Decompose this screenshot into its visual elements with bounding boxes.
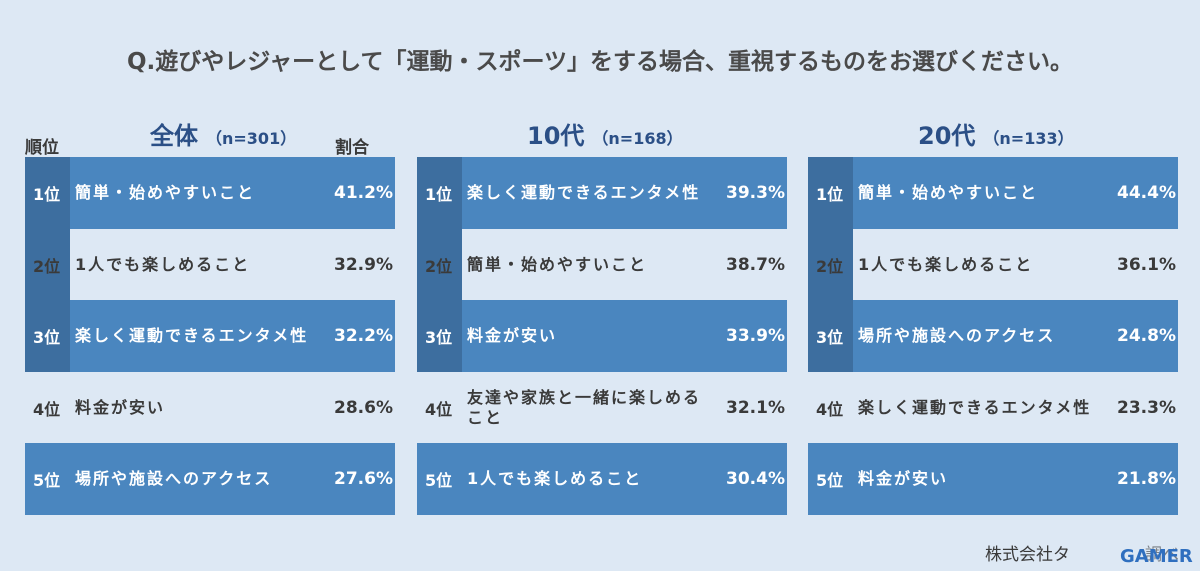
item-label: 料金が安い xyxy=(467,326,558,346)
rank-cell xyxy=(25,228,70,301)
item-label: 1人でも楽しめること xyxy=(467,469,643,489)
rank-row: 4位 友達や家族と一緒に楽しめること 32.1% xyxy=(417,372,787,444)
rank-row: 3位 楽しく運動できるエンタメ性 32.2% xyxy=(25,300,395,373)
item-value: 39.3% xyxy=(726,183,785,204)
rank-row: 5位 1人でも楽しめること 30.4% xyxy=(417,443,787,516)
item-label: 1人でも楽しめること xyxy=(75,254,251,274)
watermark: GAMER xyxy=(1120,546,1193,567)
rank: 2位 xyxy=(33,256,61,276)
rank: 4位 xyxy=(425,399,453,419)
rank: 1位 xyxy=(33,185,61,205)
item-label: 1人でも楽しめること xyxy=(858,254,1034,274)
item-value: 32.9% xyxy=(334,254,393,275)
rank-row: 2位 1人でも楽しめること 36.1% xyxy=(808,228,1178,301)
rank-row: 2位 1人でも楽しめること 32.9% xyxy=(25,228,395,301)
rank-row: 3位 料金が安い 33.9% xyxy=(417,300,787,373)
rank-cell xyxy=(417,228,462,301)
rank: 4位 xyxy=(33,399,61,419)
item-label: 料金が安い xyxy=(75,397,166,417)
item-value: 30.4% xyxy=(726,469,785,490)
item-label: 場所や施設へのアクセス xyxy=(858,326,1056,346)
rank: 1位 xyxy=(425,185,453,205)
item-value: 33.9% xyxy=(726,326,785,347)
rank-cell xyxy=(417,157,462,230)
panel-n: （n=133） xyxy=(983,129,1074,148)
title: Q.遊びやレジャーとして「運動・スポーツ」をする場合、重視するものをお選びくださ… xyxy=(127,49,1073,75)
panel-title: 10代 （n=168） xyxy=(527,122,683,150)
rank-row: 3位 場所や施設へのアクセス 24.8% xyxy=(808,300,1178,373)
rank-cell xyxy=(808,300,853,373)
rank-cell xyxy=(25,300,70,373)
item-value: 27.6% xyxy=(334,469,393,490)
rank-header: 順位 xyxy=(25,138,59,158)
panel-title: 全体 （n=301） xyxy=(150,122,297,150)
rank-row: 5位 場所や施設へのアクセス 27.6% xyxy=(25,443,395,516)
item-label: 簡単・始めやすいこと xyxy=(467,254,648,274)
item-label: 簡単・始めやすいこと xyxy=(858,183,1039,203)
panel-n: （n=168） xyxy=(592,129,683,148)
source-suffix: 調べ xyxy=(1145,545,1179,565)
item-value: 44.4% xyxy=(1117,183,1176,204)
rank-row: 4位 楽しく運動できるエンタメ性 23.3% xyxy=(808,372,1178,444)
item-value: 28.6% xyxy=(334,397,393,418)
rank: 2位 xyxy=(425,256,453,276)
item-value: 21.8% xyxy=(1117,469,1176,490)
ratio-header: 割合 xyxy=(335,138,369,158)
rank: 5位 xyxy=(425,471,453,491)
rank-cell xyxy=(25,157,70,230)
rank: 3位 xyxy=(816,328,844,348)
rank: 4位 xyxy=(816,399,844,419)
rank-row: 1位 簡単・始めやすいこと 41.2% xyxy=(25,157,395,230)
item-value: 36.1% xyxy=(1117,254,1176,275)
panel-n: （n=301） xyxy=(206,129,297,148)
item-value: 23.3% xyxy=(1117,397,1176,418)
item-label: 簡単・始めやすいこと xyxy=(75,183,256,203)
rank: 1位 xyxy=(816,185,844,205)
rank-cell xyxy=(417,300,462,373)
item-label: 友達や家族と一緒に楽しめること xyxy=(467,387,702,427)
rank: 5位 xyxy=(33,471,61,491)
rank-row: 1位 楽しく運動できるエンタメ性 39.3% xyxy=(417,157,787,230)
source: 株式会社タ xyxy=(985,545,1070,565)
rank-row: 2位 簡単・始めやすいこと 38.7% xyxy=(417,228,787,301)
item-label: 料金が安い xyxy=(858,469,949,489)
rank-row: 4位 料金が安い 28.6% xyxy=(25,372,395,444)
rank: 3位 xyxy=(425,328,453,348)
item-value: 32.2% xyxy=(334,326,393,347)
item-value: 32.1% xyxy=(726,397,785,418)
rank: 3位 xyxy=(33,328,61,348)
item-label: 楽しく運動できるエンタメ性 xyxy=(858,397,1092,417)
item-label: 場所や施設へのアクセス xyxy=(75,469,273,489)
item-label: 楽しく運動できるエンタメ性 xyxy=(75,326,309,346)
rank-row: 1位 簡単・始めやすいこと 44.4% xyxy=(808,157,1178,230)
panel-title: 20代 （n=133） xyxy=(918,122,1074,150)
rank-row: 5位 料金が安い 21.8% xyxy=(808,443,1178,516)
rank-cell xyxy=(808,157,853,230)
item-value: 38.7% xyxy=(726,254,785,275)
rank: 5位 xyxy=(816,471,844,491)
rank: 2位 xyxy=(816,256,844,276)
item-value: 41.2% xyxy=(334,183,393,204)
item-label: 楽しく運動できるエンタメ性 xyxy=(467,183,701,203)
item-value: 24.8% xyxy=(1117,326,1176,347)
rank-cell xyxy=(808,228,853,301)
